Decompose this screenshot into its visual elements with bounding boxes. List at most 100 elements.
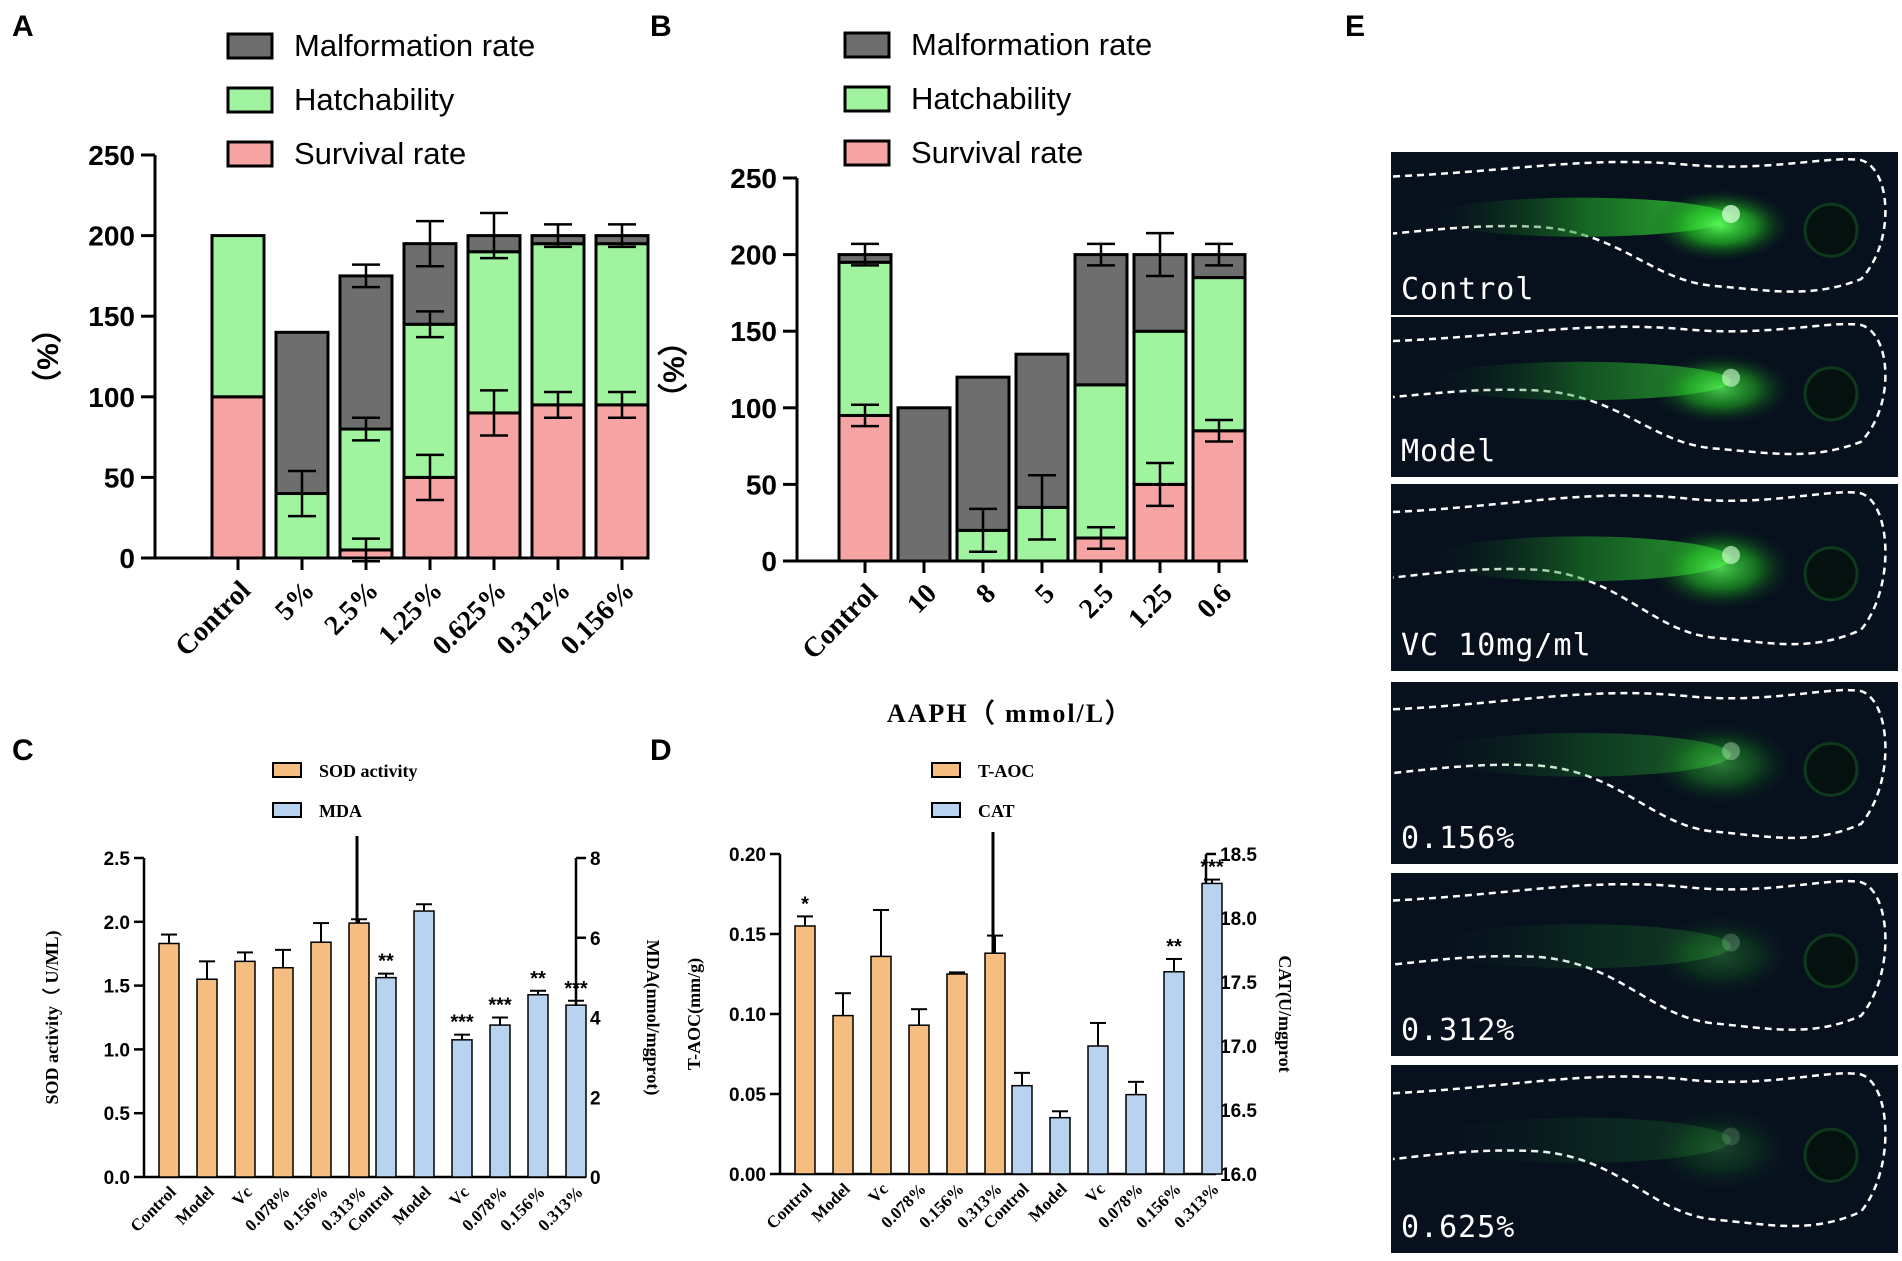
chart-C-bar-mda [527, 994, 549, 1178]
chart-A-y-tick-label: 0 [119, 543, 135, 574]
chart-D-significance: *** [1200, 857, 1224, 879]
chart-B-y-tick-label: 50 [746, 469, 777, 500]
fluorescence-spot [1722, 1127, 1740, 1146]
fluorescence-head [1651, 723, 1791, 804]
chart-A-bar-survival-rate [530, 403, 586, 560]
chart-C-left-tick-label: 2.0 [104, 913, 130, 934]
chart-D-left-tick-label: 0.05 [729, 1085, 766, 1106]
larva-outline [1392, 688, 1887, 840]
chart-D-bar-t-aoc [946, 973, 968, 1175]
chart-C-right-tick-label: 6 [590, 929, 601, 950]
fluorescence-head [1651, 1108, 1791, 1191]
chart-A-x-tick-label: 5% [269, 575, 321, 627]
chart-C-right-tick-label: 4 [590, 1009, 601, 1030]
chart-D-left-y-label: T-AOC(mm/g) [684, 958, 705, 1070]
chart-D-bar-t-aoc [984, 952, 1006, 1175]
chart-C-significance: *** [450, 1012, 474, 1034]
chart-C-x-tick-label: Model [389, 1182, 435, 1228]
chart-C-x-tick-label: Vc [228, 1182, 256, 1210]
chart-B-bar-hatchability [837, 260, 893, 417]
fluorescence-spot [1722, 742, 1740, 761]
chart-C-bar-sod-activity [310, 941, 332, 1178]
chart-B-bar-hatchability [1073, 383, 1129, 540]
chart-B-legend-label: Hatchability [911, 81, 1072, 116]
chart-C-left-tick-label: 2.5 [104, 849, 131, 870]
chart-A-y-label: （%） [31, 313, 65, 400]
chart-C-right-tick-label: 8 [590, 849, 601, 870]
chart-B-legend-label: Survival rate [911, 135, 1083, 170]
chart-B-bar-survival-rate [837, 413, 893, 563]
chart-C-right-tick-label: 0 [590, 1168, 601, 1189]
chart-A-bar-hatchability [594, 242, 650, 407]
chart-A-bar-hatchability [402, 322, 458, 479]
chart-A-legend-label: Survival rate [294, 136, 466, 171]
chart-A-bar-hatchability [530, 242, 586, 407]
chart-D-bar-t-aoc [832, 1014, 854, 1175]
larva-outline [1392, 879, 1887, 1031]
micrograph-6: 0.625% [1391, 1065, 1898, 1253]
chart-B-x-tick-label: 1.25 [1122, 578, 1179, 635]
chart-A-bar-hatchability [210, 234, 266, 399]
micrograph-3: VC 10mg/ml [1391, 484, 1898, 671]
chart-C-bar-mda [451, 1039, 473, 1178]
chart-D-right-y-label: CAT(U/mgprot [1274, 955, 1295, 1072]
chart-C-left-y-label: SOD activity（ U/ML) [42, 931, 63, 1105]
larva-eye [1803, 546, 1859, 602]
chart-C-right-y-label: MDA(nmol/mgprot) [642, 940, 663, 1096]
chart-D-bar-cat [1011, 1084, 1033, 1175]
fluorescence-head [1651, 353, 1791, 425]
chart-A-x-tick-label: Control [169, 575, 257, 663]
chart-D-bar-cat [1125, 1093, 1147, 1175]
micrograph-5: 0.312% [1391, 873, 1898, 1056]
chart-B-y-tick-label: 250 [730, 163, 777, 194]
chart-A-y-tick-label: 250 [88, 140, 135, 171]
fluorescence-head [1651, 189, 1791, 262]
micrograph-4: 0.156% [1391, 682, 1898, 864]
chart-C-bar-sod-activity [196, 978, 218, 1178]
fluorescence-spot [1722, 933, 1740, 952]
chart-B-legend-swatch [843, 85, 891, 113]
chart-B-bar-malformation-rate [1073, 253, 1129, 387]
fluorescence-head [1651, 915, 1791, 996]
fluorescence-spot [1722, 546, 1740, 565]
chart-D-bar-t-aoc [870, 955, 892, 1175]
chart-D-x-tick-label: Model [808, 1179, 854, 1225]
larva-eye [1803, 741, 1859, 797]
chart-A-bar-malformation-rate [338, 274, 394, 431]
chart-C-bar-mda [413, 910, 435, 1178]
larva-eye [1803, 933, 1859, 989]
chart-C-legend-label: MDA [319, 801, 362, 821]
micrograph-label: 0.156% [1401, 821, 1515, 856]
chart-C-bar-mda [565, 1004, 587, 1178]
chart-A-legend-swatch [226, 32, 274, 60]
chart-D-bar-cat [1049, 1116, 1071, 1175]
chart-A-legend-swatch [226, 140, 274, 168]
chart-B-bar-malformation-rate [896, 406, 952, 563]
chart-D-left-tick-label: 0.10 [729, 1005, 766, 1026]
chart-B-x-tick-label: 0.6 [1191, 578, 1238, 625]
chart-A-bar-survival-rate [210, 395, 266, 560]
chart-B-x-tick-label: 8 [970, 578, 1002, 610]
chart-B-bar-hatchability [1191, 276, 1247, 433]
chart-D-left-tick-label: 0.15 [729, 925, 766, 946]
chart-C-x-tick-label: Vc [445, 1182, 473, 1210]
chart-D-x-tick-label: Vc [1081, 1179, 1109, 1207]
chart-A-y-tick-label: 100 [88, 382, 135, 413]
chart-C-left-tick-label: 0.0 [104, 1168, 130, 1189]
chart-C-left-tick-label: 1.5 [104, 977, 131, 998]
chart-C-legend-swatch [272, 802, 302, 818]
chart-C-legend-swatch [272, 762, 302, 778]
chart-B-bar-malformation-rate [955, 375, 1011, 532]
panel-label-B: B [650, 10, 672, 43]
chart-D-x-tick-label: Control [763, 1179, 816, 1232]
chart-B-bar-hatchability [1132, 329, 1188, 486]
chart-D-bar-t-aoc [794, 925, 816, 1175]
chart-D-right-tick-label: 18.0 [1220, 909, 1257, 930]
fluorescence-head [1651, 527, 1791, 610]
chart-C-right-tick-label: 2 [590, 1088, 601, 1109]
larva-eye [1803, 1127, 1859, 1183]
chart-A-bar-malformation-rate [274, 330, 330, 496]
larva-outline [1392, 157, 1887, 293]
chart-B-y-tick-label: 100 [730, 393, 777, 424]
